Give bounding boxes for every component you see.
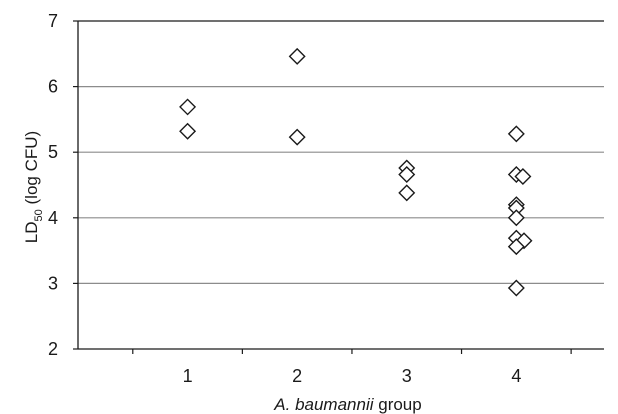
y-axis-label: LD50 (log CFU) [22,131,45,243]
y-tick-label: 5 [48,142,58,162]
y-axis-label-main: LD [22,221,41,243]
y-tick-label: 3 [48,273,58,293]
data-point [507,209,525,227]
x-tick-label: 3 [402,366,412,386]
y-axis-label-rest: (log CFU) [22,131,41,209]
x-tick-label: 1 [183,366,193,386]
data-point [514,167,532,185]
data-point [398,184,416,202]
data-point [507,238,525,256]
y-tick-labels: 2 3 4 5 6 7 [48,11,78,359]
y-tick-label: 4 [48,208,58,228]
x-tick-label: 4 [511,366,521,386]
data-point [398,166,416,183]
x-axis-label-italic: A. baumannii [273,395,374,414]
data-point [507,125,525,143]
data-point [288,47,306,65]
data-point [179,98,197,116]
x-tick-label: 2 [292,366,302,386]
x-axis-label-rest: group [374,395,422,414]
y-tick-label: 6 [48,77,58,97]
data-point [288,128,306,146]
data-point [507,279,525,297]
x-axis-label: A. baumannii group [273,395,421,414]
data-points [179,47,533,297]
x-tick-labels: 1 2 3 4 [132,349,572,386]
axes [77,21,604,350]
data-point [179,122,197,140]
y-axis-label-subscript: 50 [33,209,45,221]
y-tick-label: 7 [48,11,58,31]
y-tick-label: 2 [48,339,58,359]
